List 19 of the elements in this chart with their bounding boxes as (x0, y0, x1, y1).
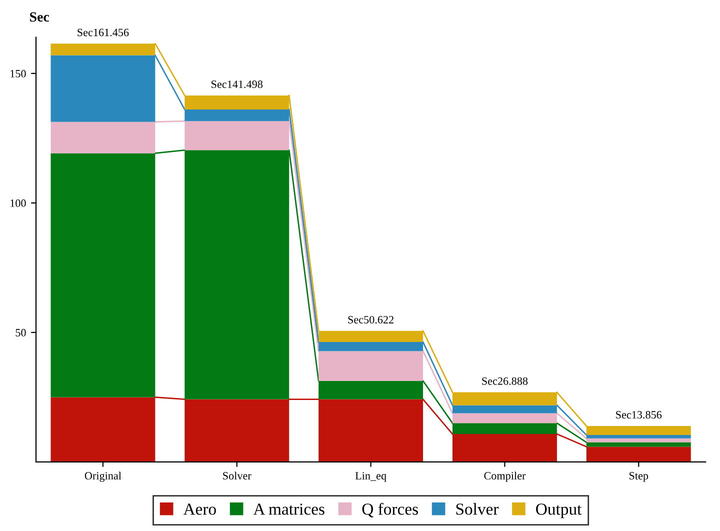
x-tick-label: Lin_eq (355, 472, 386, 482)
x-tick-label: Solver (223, 472, 252, 480)
total-label: Sec13.856 (616, 411, 662, 419)
x-tick-label: Step (630, 472, 648, 482)
total-label: Sec161.456 (78, 28, 129, 36)
total-label: Sec50.622 (348, 316, 394, 324)
x-tick-label: Original (84, 472, 122, 482)
legend-label: Output (536, 504, 582, 518)
total-label: Sec141.498 (212, 80, 263, 88)
legend-label: Aero (183, 504, 216, 515)
total-label: Sec26.888 (482, 377, 528, 385)
x-tick-label: Compiler (484, 472, 526, 482)
legend-label: Q forces (362, 502, 418, 518)
legend-label: Solver (456, 503, 499, 515)
y-tick-label: 150 (10, 70, 26, 78)
y-axis-title: Sec (30, 12, 50, 22)
y-tick-label: 100 (10, 199, 26, 207)
legend-label: A matrices (253, 504, 324, 515)
y-tick-label: 50 (16, 328, 26, 336)
